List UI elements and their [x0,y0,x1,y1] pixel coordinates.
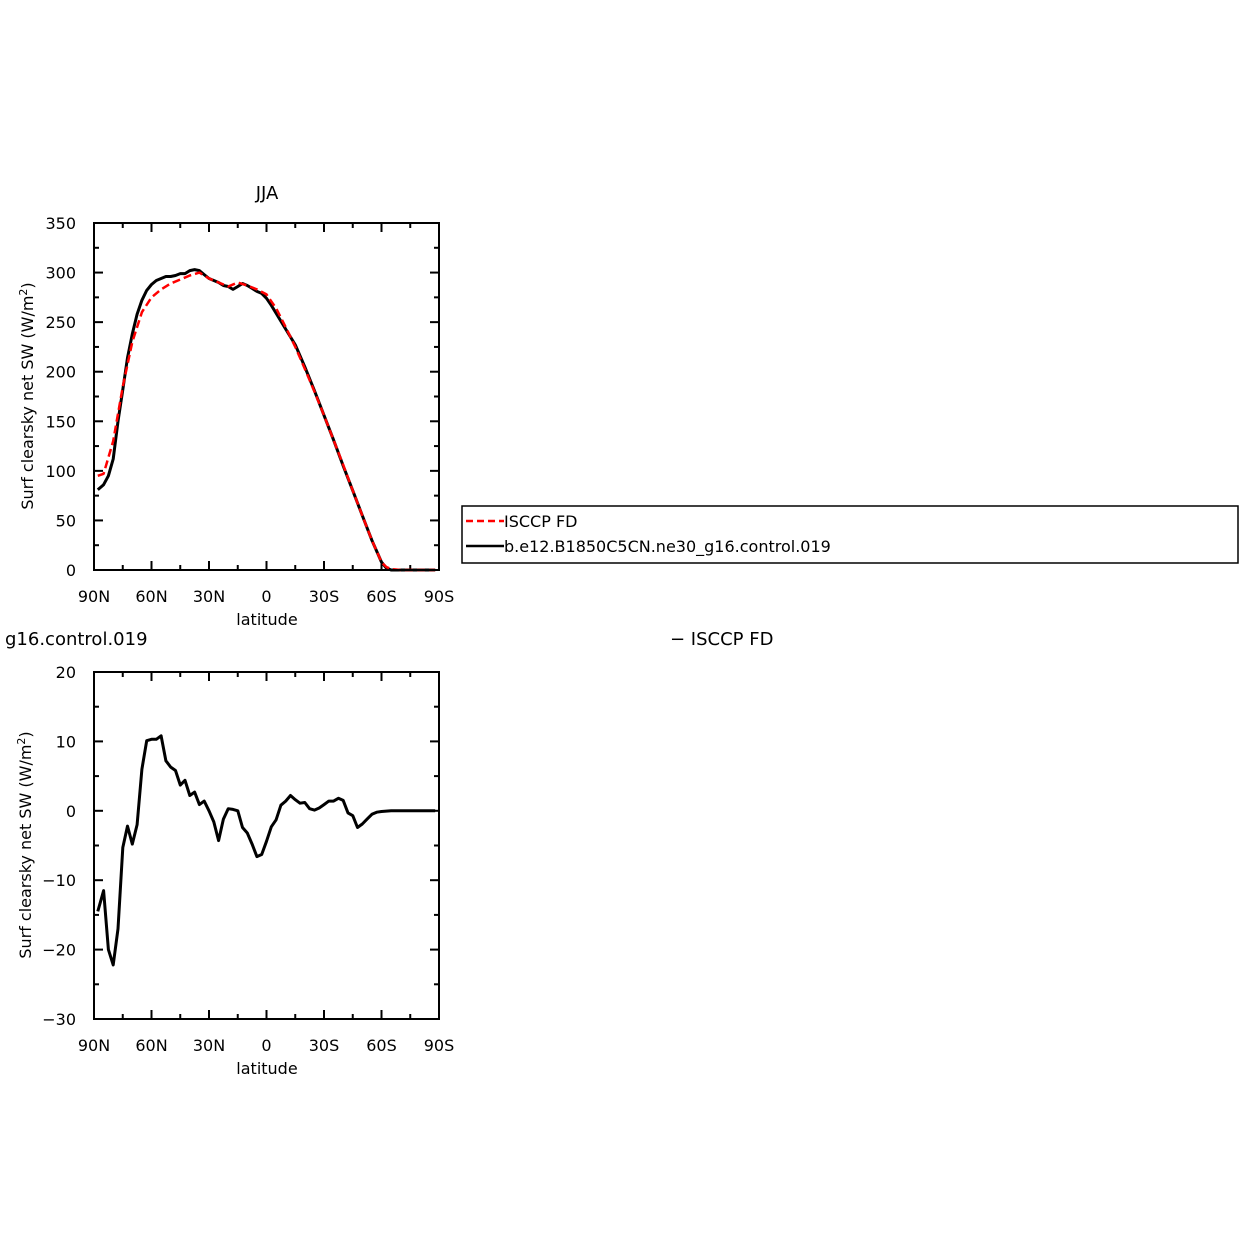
top-ytick-label: 300 [45,264,76,283]
top-ytick-label: 0 [66,561,76,580]
legend-box [461,505,1239,564]
bottom-title-right: − ISCCP FD [670,629,773,650]
top-xtick-label: 60N [135,587,167,606]
bottom-ytick-label: 10 [56,732,76,751]
top-xlabel: latitude [236,610,297,629]
legend: ISCCP FD b.e12.B1850C5CN.ne30_g16.contro… [461,505,1239,564]
bottom-ytick-label: 0 [66,802,76,821]
top-ylabel-end: ) [18,282,37,288]
legend-label-model: b.e12.B1850C5CN.ne30_g16.control.019 [504,537,831,557]
top-ytick-label: 150 [45,412,76,431]
top-ytick-label: 200 [45,363,76,382]
top-panel: JJA 90N 60N 30N 0 30S 60S 90S 0 50 100 150 200 250 30… [17,183,1239,629]
bottom-series-line-model [96,734,436,967]
bottom-ylabel-main: Surf clearsky net SW (W/m [16,745,35,959]
bottom-xtick-label: 60N [135,1036,167,1055]
legend-label-isccp: ISCCP FD [504,512,577,531]
bottom-plot-frame [93,671,440,1020]
bottom-title-left: g16.control.019 [5,629,148,650]
bottom-ytick-label: −20 [42,941,76,960]
bottom-xtick-label: 90N [78,1036,110,1055]
bottom-xlabel: latitude [236,1059,297,1078]
bottom-ytick-label: −30 [42,1010,76,1029]
top-xtick-label: 90S [424,587,455,606]
top-ytick-label: 250 [45,313,76,332]
bottom-ytick-label: −10 [42,871,76,890]
top-ylabel-main: Surf clearsky net SW (W/m [18,296,37,510]
bottom-panel: g16.control.019 − ISCCP FD 90N 60N 30N 0 30S… [5,629,773,1078]
top-series-line-model [96,268,436,572]
top-xtick-label: 90N [78,587,110,606]
bottom-marks: 90N 60N 30N 0 30S 60S 90S −30 −20 −10 0 10 20 [42,663,454,1055]
top-marks: 90N 60N 30N 0 30S 60S 90S 0 50 100 150 200 250 300 350 [45,214,454,606]
bottom-ylabel-sup: 2 [15,738,28,745]
bottom-xtick-label: 30N [193,1036,225,1055]
bottom-xtick-label: 90S [424,1036,455,1055]
bottom-xtick-label: 60S [366,1036,397,1055]
bottom-ylabel: Surf clearsky net SW (W/m2) [15,731,35,958]
top-xtick-label: 0 [261,587,271,606]
top-ylabel-sup: 2 [17,289,30,296]
top-ytick-label: 50 [56,511,76,530]
bottom-ylabel-end: ) [16,731,35,737]
top-xtick-label: 60S [366,587,397,606]
bottom-xtick-label: 30S [309,1036,340,1055]
top-plot-frame [93,222,440,571]
top-xtick-label: 30S [309,587,340,606]
top-ylabel: Surf clearsky net SW (W/m2) [17,282,37,509]
top-ytick-label: 350 [45,214,76,233]
bottom-xtick-label: 0 [261,1036,271,1055]
top-panel-title: JJA [255,183,279,204]
top-xtick-label: 30N [193,587,225,606]
bottom-ytick-label: 20 [56,663,76,682]
top-ytick-label: 100 [45,462,76,481]
top-series-line-isccp [97,271,436,572]
